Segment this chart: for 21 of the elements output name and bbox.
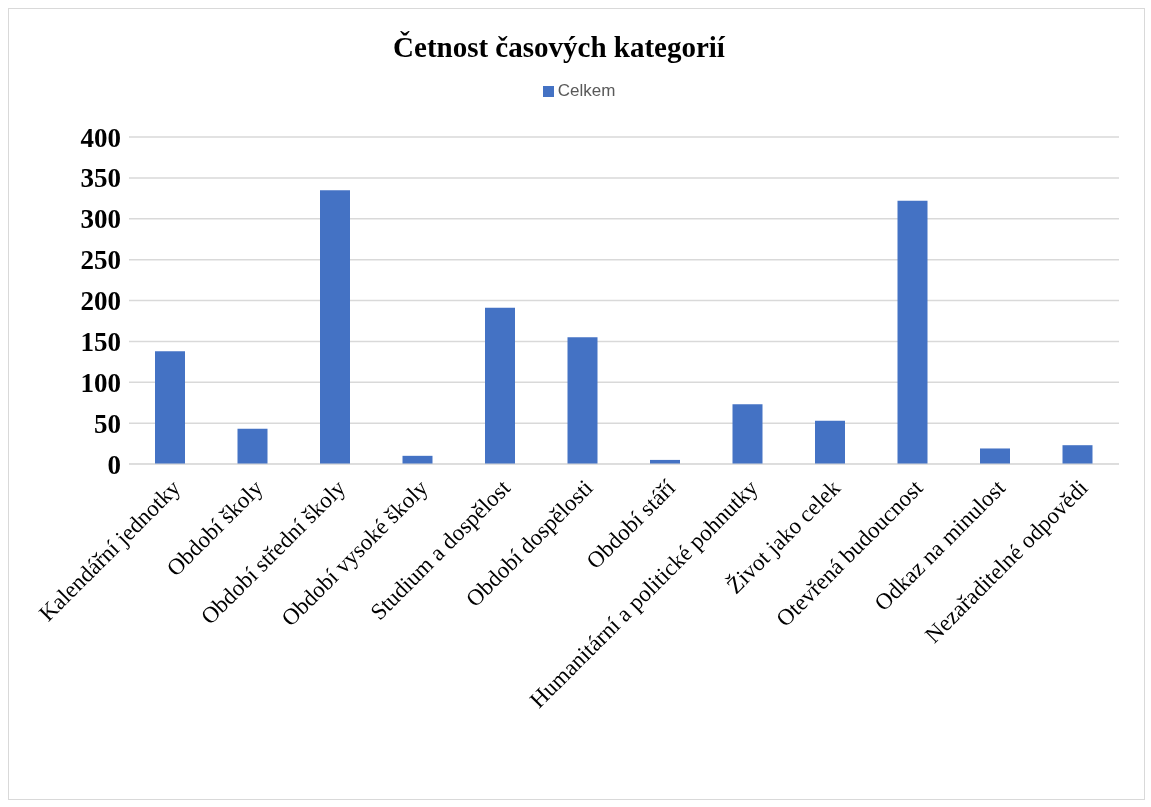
bar: [567, 337, 598, 464]
bar: [237, 428, 268, 464]
y-tick-label: 50: [94, 408, 121, 439]
bar: [320, 190, 350, 464]
y-tick-label: 200: [80, 286, 121, 317]
y-tick-label: 300: [80, 204, 121, 235]
bar: [485, 307, 515, 464]
bar: [980, 448, 1010, 464]
y-tick-label: 150: [80, 326, 121, 357]
bar: [815, 420, 845, 464]
y-tick-label: 350: [80, 163, 121, 194]
legend-label: Celkem: [557, 81, 616, 100]
bar: [1062, 445, 1093, 464]
y-tick-label: 0: [107, 449, 121, 480]
bar: [897, 200, 928, 464]
chart-title: Četnost časových kategorií: [392, 31, 726, 64]
y-tick-label: 250: [80, 245, 121, 276]
bar: [155, 351, 185, 464]
y-tick-label: 400: [80, 122, 121, 153]
y-tick-label: 100: [80, 367, 121, 398]
bar: [732, 404, 763, 464]
